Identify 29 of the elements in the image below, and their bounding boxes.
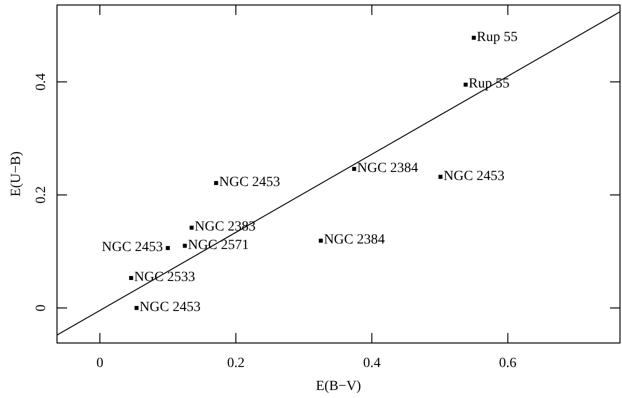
point xyxy=(472,36,476,40)
x-axis-title: E(B−V) xyxy=(316,379,362,394)
x-tick-label: 0.2 xyxy=(227,356,245,371)
point xyxy=(182,244,187,248)
annotation: NGC 2384 xyxy=(324,232,385,248)
y-axis-title: E(U−B) xyxy=(9,151,24,197)
annotation: Rup 55 xyxy=(468,76,510,92)
x-tick-label: 0.6 xyxy=(499,356,517,371)
point xyxy=(438,174,442,179)
point xyxy=(214,181,218,186)
x-tick-label: 0 xyxy=(96,356,104,371)
point xyxy=(190,226,194,230)
point xyxy=(134,306,139,310)
point xyxy=(352,166,356,171)
y-tick-label: 0.4 xyxy=(34,73,49,91)
annotation: NGC 2453 xyxy=(443,168,505,184)
y-tick-label: 0 xyxy=(34,304,49,312)
annotation: NGC 2384 xyxy=(357,160,418,176)
point xyxy=(318,238,323,243)
x-tick-label: 0.4 xyxy=(363,356,381,371)
annotation: NGC 2453 xyxy=(102,240,163,256)
point xyxy=(166,246,170,250)
point xyxy=(129,276,134,280)
annotation: NGC 2571 xyxy=(188,238,249,253)
point xyxy=(464,82,468,87)
y-tick-label: 0.2 xyxy=(34,186,49,204)
annotation: Rup 55 xyxy=(476,30,518,45)
annotation: NGC 2453 xyxy=(219,175,280,190)
annotation: NGC 2453 xyxy=(140,300,201,315)
